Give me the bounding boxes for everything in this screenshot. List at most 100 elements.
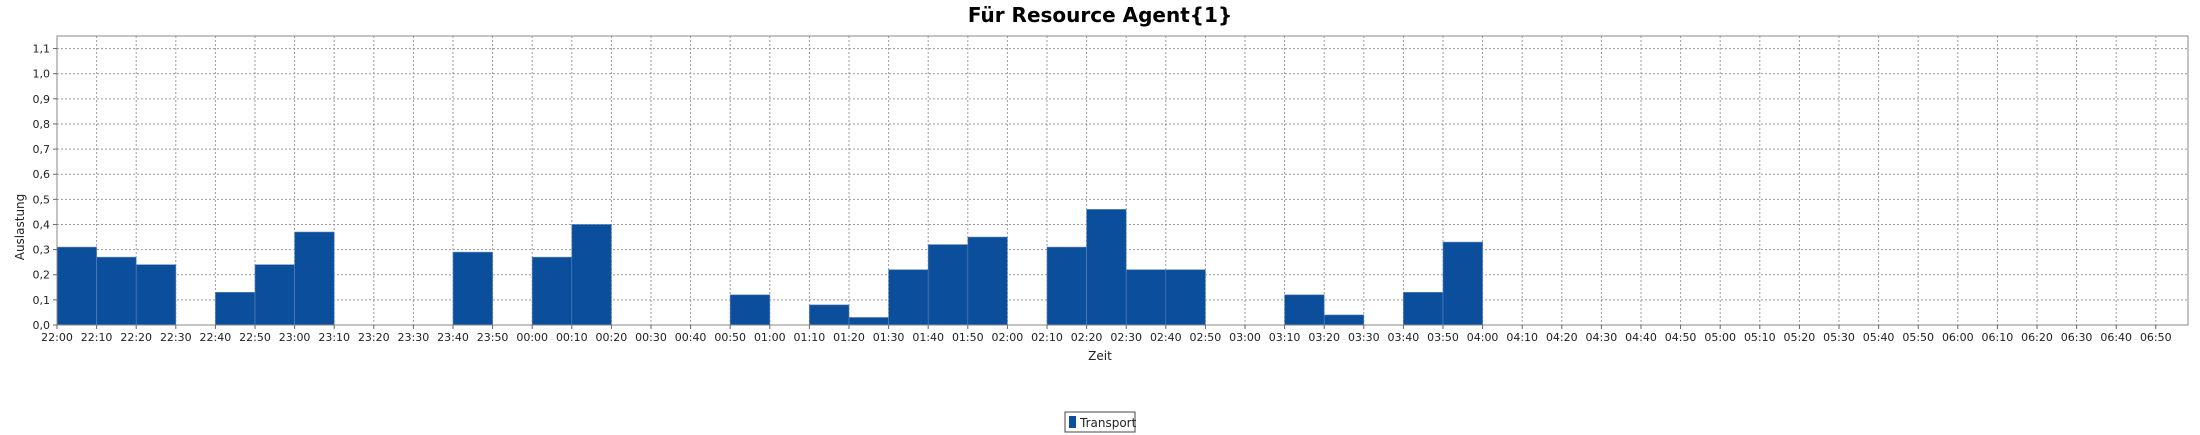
y-tick-label: 0,6	[33, 168, 51, 181]
x-tick-label: 00:30	[635, 331, 667, 344]
bar	[1165, 269, 1206, 326]
bar	[571, 224, 612, 326]
x-tick-label: 03:00	[1229, 331, 1261, 344]
x-tick-label: 06:10	[1982, 331, 2014, 344]
x-tick-label: 03:10	[1269, 331, 1301, 344]
x-tick-label: 02:40	[1150, 331, 1182, 344]
legend-swatch	[1069, 416, 1076, 428]
x-tick-label: 22:00	[41, 331, 73, 344]
bar	[888, 269, 929, 326]
x-tick-label: 03:30	[1348, 331, 1380, 344]
bar	[452, 251, 493, 326]
y-tick-label: 0,2	[33, 269, 51, 282]
x-axis-label: Zeit	[1088, 349, 1112, 363]
x-tick-label: 04:40	[1625, 331, 1657, 344]
x-tick-label: 02:20	[1071, 331, 1103, 344]
legend: Transport	[1064, 411, 1137, 433]
x-tick-label: 03:20	[1308, 331, 1340, 344]
bar	[215, 292, 256, 326]
x-tick-label: 03:40	[1388, 331, 1420, 344]
bar	[967, 236, 1008, 326]
bars	[56, 209, 1483, 326]
x-tick-label: 06:00	[1942, 331, 1974, 344]
y-tick-label: 1,0	[33, 68, 51, 81]
bar	[1046, 246, 1087, 326]
plot-area	[56, 35, 2189, 326]
x-tick-label: 06:40	[2100, 331, 2132, 344]
x-tick-label: 04:00	[1467, 331, 1499, 344]
x-tick-label: 23:20	[358, 331, 390, 344]
x-tick-label: 01:50	[952, 331, 984, 344]
x-tick-label: 01:40	[912, 331, 944, 344]
x-tick-label: 00:40	[675, 331, 707, 344]
x-tick-label: 22:30	[160, 331, 192, 344]
bar	[809, 304, 850, 326]
y-tick-label: 0,5	[33, 193, 51, 206]
bar	[1125, 269, 1167, 326]
x-tick-label: 06:50	[2140, 331, 2172, 344]
y-tick-label: 1,1	[33, 43, 51, 56]
x-tick-label: 04:20	[1546, 331, 1578, 344]
x-tick-label: 02:00	[992, 331, 1024, 344]
x-tick-label: 04:50	[1665, 331, 1697, 344]
x-tick-label: 22:10	[81, 331, 113, 344]
x-tick-label: 05:50	[1902, 331, 1934, 344]
x-tick-label: 00:50	[714, 331, 746, 344]
bar	[1086, 209, 1127, 326]
x-tick-label: 22:50	[239, 331, 271, 344]
y-tick-label: 0,7	[33, 143, 51, 156]
x-tick-label: 03:50	[1427, 331, 1459, 344]
x-tick-label: 23:50	[477, 331, 509, 344]
bar	[1323, 314, 1365, 326]
bar	[927, 244, 969, 326]
x-tick-label: 22:20	[120, 331, 152, 344]
bar	[1403, 292, 1444, 326]
x-tick-label: 23:10	[318, 331, 350, 344]
bar	[254, 264, 295, 326]
x-tick-label: 00:10	[556, 331, 588, 344]
x-tick-label: 22:40	[200, 331, 232, 344]
x-tick-label: 01:10	[794, 331, 826, 344]
bar	[1284, 294, 1325, 326]
x-tick-label: 00:00	[516, 331, 548, 344]
y-tick-label: 0,9	[33, 93, 51, 106]
x-tick-label: 04:10	[1506, 331, 1538, 344]
legend-box	[1064, 411, 1136, 433]
x-tick-label: 00:20	[596, 331, 628, 344]
x-tick-label: 06:20	[2021, 331, 2053, 344]
bar	[729, 294, 771, 326]
x-tick-label: 05:30	[1823, 331, 1855, 344]
x-tick-label: 02:50	[1190, 331, 1222, 344]
y-tick-label: 0,4	[33, 218, 51, 231]
x-tick-label: 01:20	[833, 331, 865, 344]
x-tick-label: 04:30	[1586, 331, 1618, 344]
x-tick-label: 01:30	[873, 331, 905, 344]
x-tick-label: 02:30	[1110, 331, 1142, 344]
legend-label: Transport	[1079, 416, 1137, 430]
x-tick-label: 05:20	[1784, 331, 1816, 344]
bar	[96, 256, 137, 326]
y-axis: 0,0 0,1 0,2 0,3 0,4 0,5 0,6 0,7 0,8 0,9 1,0 1,1	[33, 43, 57, 332]
x-tick-label: 05:10	[1744, 331, 1776, 344]
x-tick-label: 23:30	[398, 331, 430, 344]
x-tick-label: 01:00	[754, 331, 786, 344]
bar	[848, 317, 889, 326]
bar	[56, 246, 97, 326]
x-tick-label: 23:00	[279, 331, 311, 344]
y-tick-label: 0,1	[33, 294, 51, 307]
y-axis-label: Auslastung	[13, 194, 27, 261]
y-tick-label: 0,3	[33, 244, 51, 257]
x-axis: 22:00 22:10 22:20 22:30 22:40 22:50 23:00 23:10…	[41, 325, 2172, 344]
x-tick-label: 02:10	[1031, 331, 1063, 344]
chart-title: Für Resource Agent{1}	[968, 3, 1232, 27]
y-tick-label: 0,8	[33, 118, 51, 131]
x-tick-label: 05:00	[1704, 331, 1736, 344]
y-tick-label: 0,0	[33, 319, 51, 332]
bar	[294, 231, 335, 326]
bar	[135, 264, 177, 326]
x-tick-label: 06:30	[2061, 331, 2093, 344]
x-tick-label: 05:40	[1863, 331, 1895, 344]
x-tick-label: 23:40	[437, 331, 469, 344]
bar	[1442, 241, 1483, 326]
